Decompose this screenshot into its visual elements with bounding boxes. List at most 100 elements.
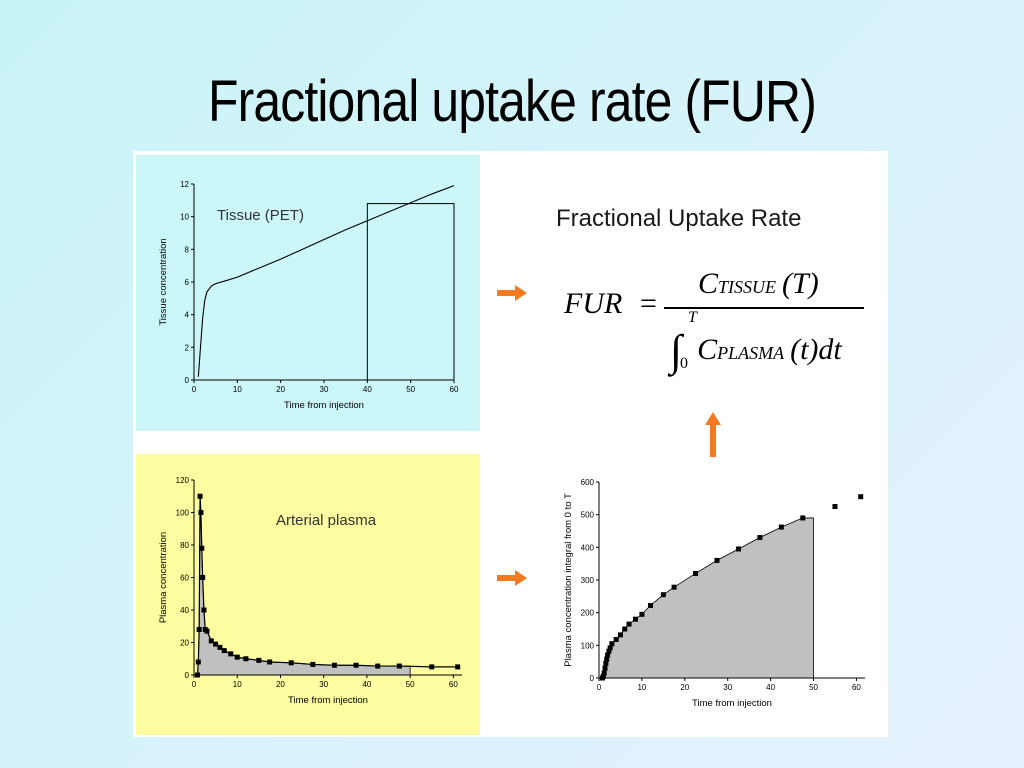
data-point — [606, 648, 612, 654]
y-tick-label: 100 — [581, 641, 595, 650]
data-point — [671, 584, 677, 590]
x-tick-label: 60 — [852, 683, 861, 692]
tissue-chart-svg: 0 10 20 30 40 50 60 0 2 4 6 8 10 12 Time from injectio… — [158, 180, 459, 411]
x-tick-label: 40 — [362, 680, 371, 689]
data-point — [639, 611, 645, 617]
x-axis-title: Time from injection — [284, 400, 364, 411]
plasma-chart-svg: 0 10 20 30 40 50 60 0 20 40 60 80 100 120 Time from in… — [158, 476, 462, 706]
data-point — [221, 648, 227, 654]
y-tick-label: 600 — [581, 478, 595, 487]
y-tick-label: 10 — [180, 213, 189, 222]
slide-title: Fractional uptake rate (FUR) — [208, 69, 817, 134]
data-point — [778, 524, 784, 530]
y-tick-label: 2 — [185, 343, 190, 352]
highlight-rect — [366, 203, 455, 381]
x-tick-label: 60 — [449, 680, 458, 689]
x-tick-label: 30 — [319, 680, 328, 689]
x-tick-label: 0 — [597, 683, 602, 692]
x-tick-label: 40 — [363, 385, 372, 394]
data-point — [858, 494, 864, 500]
x-tick-label: 10 — [233, 385, 242, 394]
data-point — [622, 626, 628, 632]
y-tick-label: 0 — [590, 674, 595, 683]
data-point — [800, 515, 806, 521]
data-point — [198, 510, 204, 515]
data-point — [714, 557, 720, 563]
y-tick-label: 100 — [176, 509, 190, 518]
tissue-to-formula-arrow — [497, 285, 527, 301]
data-point — [194, 672, 200, 678]
x-tick-label: 20 — [680, 683, 689, 692]
x-tick-label: 10 — [637, 683, 646, 692]
integral-sign: ∫ — [670, 326, 683, 375]
y-tick-label: 6 — [185, 278, 190, 287]
data-point — [195, 659, 201, 665]
y-tick-label: 300 — [581, 576, 595, 585]
data-point — [228, 651, 234, 657]
x-axis-title: Time from injection — [692, 698, 772, 709]
data-point — [613, 636, 619, 642]
arrow-right-icon — [497, 285, 527, 301]
x-tick-label: 0 — [192, 680, 197, 689]
numerator-subscript: TISSUE — [718, 277, 777, 297]
data-point — [217, 644, 223, 650]
data-point — [455, 664, 461, 670]
data-point — [234, 654, 240, 660]
fur-formula: FUR = CTISSUE (T) ∫ CPLASMA (t)dt T 0 — [560, 267, 880, 377]
data-point — [632, 616, 638, 622]
data-point — [604, 656, 610, 662]
formula-equals: = — [640, 287, 657, 320]
arrow-up-icon — [705, 412, 721, 457]
plasma-chart: 0 10 20 30 40 50 60 0 20 40 60 80 100 120 Time from in… — [136, 454, 480, 735]
data-point — [660, 592, 666, 598]
data-point — [201, 607, 207, 613]
data-point — [196, 627, 202, 632]
data-point — [197, 493, 203, 499]
x-axis-title: Time from injection — [288, 695, 368, 706]
y-tick-label: 20 — [180, 639, 189, 648]
y-axis-title: Tissue concentration — [158, 238, 169, 325]
integral-to-formula-arrow — [705, 412, 721, 457]
data-point — [199, 545, 205, 551]
data-point — [693, 570, 699, 576]
data-point — [601, 670, 607, 676]
data-point — [288, 660, 294, 666]
arrow-right-icon — [497, 570, 527, 586]
shaded-area — [601, 517, 814, 679]
y-tick-label: 0 — [185, 671, 190, 680]
x-tick-label: 50 — [809, 683, 818, 692]
data-point — [609, 641, 615, 647]
y-tick-label: 120 — [176, 476, 190, 485]
y-tick-label: 60 — [180, 574, 189, 583]
y-tick-label: 8 — [185, 245, 190, 254]
denominator-argument: (t)dt — [790, 333, 842, 366]
chart-annotation: Tissue (PET) — [217, 207, 304, 224]
data-point — [375, 663, 381, 669]
x-tick-label: 40 — [766, 683, 775, 692]
data-point — [832, 504, 838, 509]
data-point — [735, 546, 741, 552]
formula-numerator: CTISSUE (T) — [698, 267, 819, 301]
data-point — [429, 664, 435, 670]
x-tick-label: 50 — [406, 385, 415, 394]
data-point — [607, 645, 613, 651]
data-point — [267, 659, 273, 665]
data-point — [256, 657, 262, 663]
y-tick-label: 500 — [581, 511, 595, 520]
y-axis-title: Plasma concentration integral from 0 to … — [563, 493, 574, 667]
y-tick-label: 80 — [180, 541, 189, 550]
data-point — [600, 673, 606, 679]
y-axis-title: Plasma concentration — [158, 532, 169, 623]
numerator-argument: (T) — [782, 267, 819, 300]
data-point — [602, 665, 608, 671]
data-point — [213, 641, 219, 647]
x-tick-label: 20 — [276, 680, 285, 689]
y-tick-label: 400 — [581, 543, 595, 552]
plasma-to-integral-arrow — [497, 570, 527, 586]
x-tick-label: 10 — [233, 680, 242, 689]
chart-annotation: Arterial plasma — [276, 512, 377, 529]
y-tick-label: 4 — [185, 311, 190, 320]
fraction-line — [664, 307, 864, 309]
numerator-symbol: C — [698, 267, 719, 300]
